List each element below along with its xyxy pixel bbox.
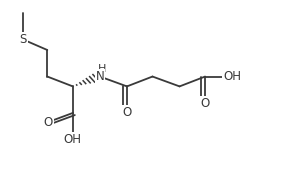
Text: H: H [98, 64, 107, 74]
Text: N: N [95, 70, 104, 83]
Text: O: O [43, 116, 53, 129]
Text: O: O [122, 106, 132, 119]
Text: O: O [201, 97, 210, 110]
Text: OH: OH [64, 133, 82, 146]
Text: OH: OH [223, 70, 241, 83]
Text: S: S [20, 33, 27, 46]
